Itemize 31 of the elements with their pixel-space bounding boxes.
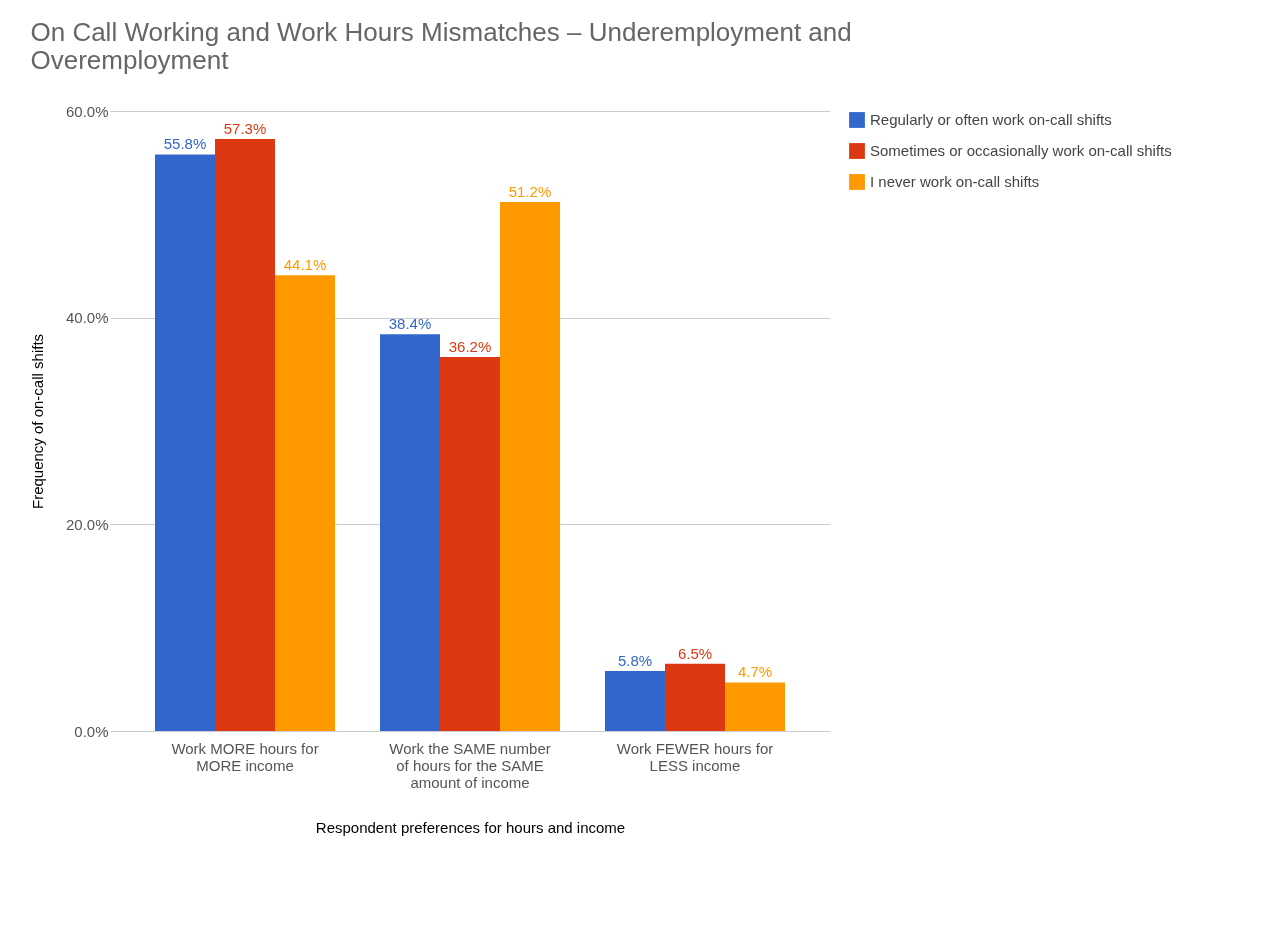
bar [500,201,560,731]
data-label: 5.8% [617,652,653,670]
data-label: 36.2% [448,337,492,355]
x-tick-label: Work MORE hours for MORE income [171,739,319,774]
bar [155,154,215,731]
data-label: 38.4% [388,315,432,333]
bar [665,663,725,731]
x-tick-label: Work the SAME number of hours for the SAME amount of income [389,739,551,791]
y-tick-label: 0.0% [74,722,109,740]
y-axis-title: Frequency of on-call shifts [28,333,46,510]
data-label: 4.7% [737,663,773,681]
legend-label: Sometimes or occasionally work on-call shifts [870,142,1172,159]
legend-label: Regularly or often work on-call shifts [870,111,1112,128]
bar [440,356,500,731]
y-tick-label: 20.0% [65,515,109,533]
bar [275,275,335,731]
bar [605,671,665,731]
data-label: 44.1% [283,256,327,274]
chart-title: On Call Working and Work Hours Mismatches – Underemployment and Overemployment [30,17,852,75]
data-label: 6.5% [677,644,713,662]
y-tick-label: 40.0% [65,309,109,327]
data-label: 51.2% [508,182,552,200]
data-label: 57.3% [223,119,267,137]
bar [215,138,275,731]
data-label: 55.8% [163,135,207,153]
bar [725,682,785,731]
legend-label: I never work on-call shifts [870,173,1040,190]
y-tick-label: 60.0% [65,102,109,120]
x-axis-title: Respondent preferences for hours and income [315,818,626,836]
x-tick-label: Work FEWER hours for LESS income [616,739,774,774]
bar [380,334,440,731]
